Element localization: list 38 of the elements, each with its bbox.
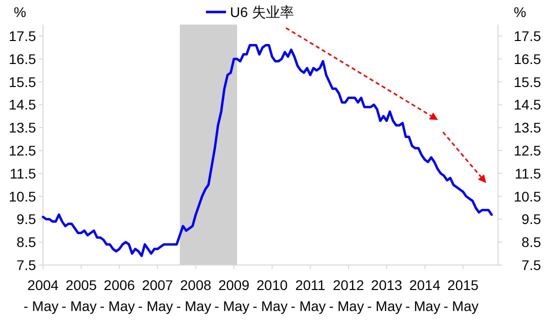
x-tick-label: 2010 - May — [252, 277, 288, 314]
y2-tick-label: 14.5 — [514, 96, 542, 113]
x-tick-label: 2012 - May — [328, 277, 364, 314]
y-tick-label: 11.5 — [10, 165, 36, 182]
x-tick-label: 2013 - May — [367, 277, 402, 314]
y-axis-title: % — [14, 4, 26, 20]
x-tick-label: 2004 - May — [24, 277, 59, 314]
y-tick-label: 7.5 — [16, 257, 36, 273]
x-tick-label: 2011 - May — [290, 277, 326, 314]
legend-label: U6 失业率 — [230, 4, 294, 20]
x-tick-label: 2005 - May — [62, 277, 97, 314]
y-tick-label: 9.5 — [16, 211, 36, 228]
y2-tick-label: 9.5 — [522, 211, 542, 228]
y2-tick-label: 8.5 — [522, 234, 542, 250]
y2-tick-label: 12.5 — [514, 142, 542, 159]
y2-tick-label: 15.5 — [514, 74, 542, 90]
y2-axis-title: % — [514, 4, 526, 20]
x-tick-label: 2006 - May — [100, 277, 136, 314]
y-tick-label: 8.5 — [16, 234, 36, 250]
y2-tick-label: 10.5 — [514, 188, 542, 204]
x-tick-label: 2014 - May — [405, 277, 441, 314]
x-tick-label: 2009 - May — [214, 277, 250, 314]
y-tick-label: 12.5 — [8, 142, 36, 159]
x-tick-label: 2007 - May — [138, 277, 174, 314]
y2-tick-label: 11.5 — [514, 165, 542, 182]
y-tick-label: 10.5 — [8, 188, 36, 204]
x-tick-label: 2015 - May — [444, 277, 479, 314]
y-tick-label: 17.5 — [8, 28, 36, 44]
y2-tick-label: 16.5 — [514, 50, 542, 67]
x-tick-label: 2008 - May — [176, 277, 212, 314]
y-tick-label: 13.5 — [8, 120, 36, 136]
y2-tick-label: 17.5 — [514, 28, 542, 44]
y2-tick-label: 7.5 — [522, 257, 542, 273]
y-tick-label: 15.5 — [8, 74, 36, 90]
y2-tick-label: 13.5 — [514, 120, 542, 136]
y-tick-label: 14.5 — [8, 96, 36, 113]
legend: U6 失业率 — [206, 4, 294, 20]
y-tick-label: 16.5 — [8, 50, 36, 67]
